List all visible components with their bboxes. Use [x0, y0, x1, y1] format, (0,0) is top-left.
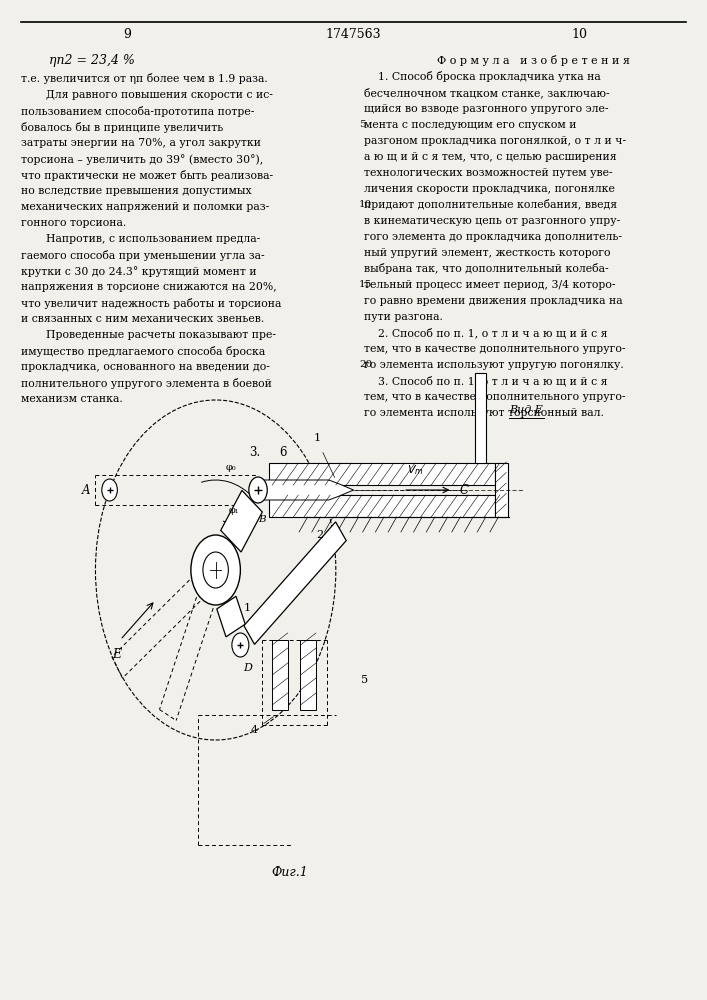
Circle shape [249, 477, 267, 503]
Text: бесчелночном ткацком станке, заключаю-: бесчелночном ткацком станке, заключаю- [364, 87, 609, 98]
Text: 2: 2 [317, 530, 324, 540]
Text: механизм станка.: механизм станка. [21, 394, 123, 404]
Text: 1747563: 1747563 [326, 27, 381, 40]
Text: 10: 10 [359, 200, 373, 209]
Text: B: B [258, 515, 265, 524]
Text: тельный процесс имеет период, 3/4 которо-: тельный процесс имеет период, 3/4 которо… [364, 279, 616, 290]
Text: 1: 1 [244, 603, 251, 613]
Text: ηп2 = 23,4 %: ηп2 = 23,4 % [49, 54, 135, 67]
Text: 10: 10 [572, 27, 588, 40]
Text: в кинематическую цепь от разгонного упру-: в кинематическую цепь от разгонного упру… [364, 216, 620, 226]
Text: 3. Способ по п. 1, о т л и ч а ю щ и й с я: 3. Способ по п. 1, о т л и ч а ю щ и й с… [378, 375, 608, 386]
Text: Вид E: Вид E [509, 405, 543, 415]
Text: Для равного повышения скорости с ис-: Для равного повышения скорости с ис- [46, 91, 273, 101]
Text: 3.: 3. [249, 446, 260, 458]
Text: что увеличит надежность работы и торсиона: что увеличит надежность работы и торсион… [21, 298, 281, 309]
Circle shape [232, 633, 249, 657]
Text: го равно времени движения прокладчика на: го равно времени движения прокладчика на [364, 296, 623, 306]
Text: 5: 5 [359, 120, 366, 129]
Text: 1: 1 [313, 433, 320, 443]
Text: Напротив, с использованием предла-: Напротив, с использованием предла- [46, 234, 260, 244]
Text: пути разгона.: пути разгона. [364, 312, 443, 322]
Text: но вследствие превышения допустимых: но вследствие превышения допустимых [21, 186, 252, 196]
Text: ный упругий элемент, жесткость которого: ный упругий элемент, жесткость которого [364, 247, 611, 257]
Text: φ₁: φ₁ [229, 506, 240, 515]
Text: $V_m$: $V_m$ [407, 463, 423, 477]
Bar [272, 640, 288, 710]
Text: имущество предлагаемого способа броска: имущество предлагаемого способа броска [21, 346, 265, 357]
Text: выбрана так, что дополнительный колеба-: выбрана так, что дополнительный колеба- [364, 263, 609, 274]
Text: C: C [460, 484, 469, 496]
Bar [495, 463, 508, 517]
Text: полнительного упругого элемента в боевой: полнительного упругого элемента в боевой [21, 378, 272, 389]
Circle shape [203, 552, 228, 588]
Text: торсиона – увеличить до 39° (вместо 30°),: торсиона – увеличить до 39° (вместо 30°)… [21, 154, 264, 165]
Polygon shape [255, 480, 354, 500]
Text: A: A [82, 484, 90, 496]
Polygon shape [244, 522, 346, 644]
Text: φ₀: φ₀ [226, 463, 236, 472]
Text: гаемого способа при уменьшении угла за-: гаемого способа при уменьшении угла за- [21, 250, 265, 261]
Text: крутки с 30 до 24.3° крутящий момент и: крутки с 30 до 24.3° крутящий момент и [21, 266, 257, 277]
Text: что практически не может быть реализова-: что практически не может быть реализова- [21, 170, 274, 181]
Text: го элемента используют упругую погонялку.: го элемента используют упругую погонялку… [364, 360, 624, 369]
Polygon shape [221, 490, 262, 552]
Bar [475, 373, 486, 463]
Text: 2. Способ по п. 1, о т л и ч а ю щ и й с я: 2. Способ по п. 1, о т л и ч а ю щ и й с… [378, 327, 608, 338]
Text: гонного торсиона.: гонного торсиона. [21, 219, 127, 229]
Bar [300, 640, 316, 710]
Text: механических напряжений и поломки раз-: механических напряжений и поломки раз- [21, 202, 269, 213]
Bar [269, 463, 495, 485]
Text: и связанных с ним механических звеньев.: и связанных с ним механических звеньев. [21, 314, 264, 324]
Text: придают дополнительные колебания, введя: придают дополнительные колебания, введя [364, 199, 617, 210]
Text: затраты энергии на 70%, а угол закрутки: затраты энергии на 70%, а угол закрутки [21, 138, 261, 148]
Text: гого элемента до прокладчика дополнитель-: гого элемента до прокладчика дополнитель… [364, 232, 622, 241]
Text: напряжения в торсионе снижаются на 20%,: напряжения в торсионе снижаются на 20%, [21, 282, 277, 292]
Text: 4: 4 [251, 725, 258, 735]
Text: 5: 5 [361, 675, 368, 685]
Text: пользованием способа-прототипа потре-: пользованием способа-прототипа потре- [21, 106, 255, 117]
Text: прокладчика, основанного на введении до-: прокладчика, основанного на введении до- [21, 362, 270, 372]
Text: т.е. увеличится от ηп более чем в 1.9 раза.: т.е. увеличится от ηп более чем в 1.9 ра… [21, 73, 268, 84]
Bar [269, 495, 495, 517]
Text: разгоном прокладчика погонялкой, о т л и ч-: разгоном прокладчика погонялкой, о т л и… [364, 135, 626, 145]
Text: E: E [112, 648, 121, 661]
Text: 6: 6 [279, 446, 286, 458]
Text: тем, что в качестве дополнительного упруго-: тем, что в качестве дополнительного упру… [364, 391, 626, 401]
Circle shape [102, 479, 117, 501]
Text: D: D [243, 663, 252, 673]
Text: го элемента используют торсионный вал.: го элемента используют торсионный вал. [364, 408, 604, 418]
Text: бовалось бы в принципе увеличить: бовалось бы в принципе увеличить [21, 122, 223, 133]
Text: мента с последующим его спуском и: мента с последующим его спуском и [364, 119, 577, 129]
Text: технологических возможностей путем уве-: технологических возможностей путем уве- [364, 167, 613, 178]
Text: личения скорости прокладчика, погонялке: личения скорости прокладчика, погонялке [364, 184, 615, 194]
Circle shape [191, 535, 240, 605]
Text: Фиг.1: Фиг.1 [271, 866, 308, 880]
Text: Проведенные расчеты показывают пре-: Проведенные расчеты показывают пре- [46, 330, 276, 340]
Text: 15: 15 [359, 280, 373, 289]
Text: 20: 20 [359, 360, 373, 369]
Text: тем, что в качестве дополнительного упруго-: тем, что в качестве дополнительного упру… [364, 344, 626, 354]
Polygon shape [217, 596, 245, 637]
Text: а ю щ и й с я тем, что, с целью расширения: а ю щ и й с я тем, что, с целью расширен… [364, 151, 617, 161]
Text: 1. Способ броска прокладчика утка на: 1. Способ броска прокладчика утка на [378, 71, 601, 82]
Text: 9: 9 [123, 27, 132, 40]
Text: Ф о р м у л а   и з о б р е т е н и я: Ф о р м у л а и з о б р е т е н и я [438, 55, 630, 66]
Text: щийся во взводе разгонного упругого эле-: щийся во взводе разгонного упругого эле- [364, 104, 609, 113]
